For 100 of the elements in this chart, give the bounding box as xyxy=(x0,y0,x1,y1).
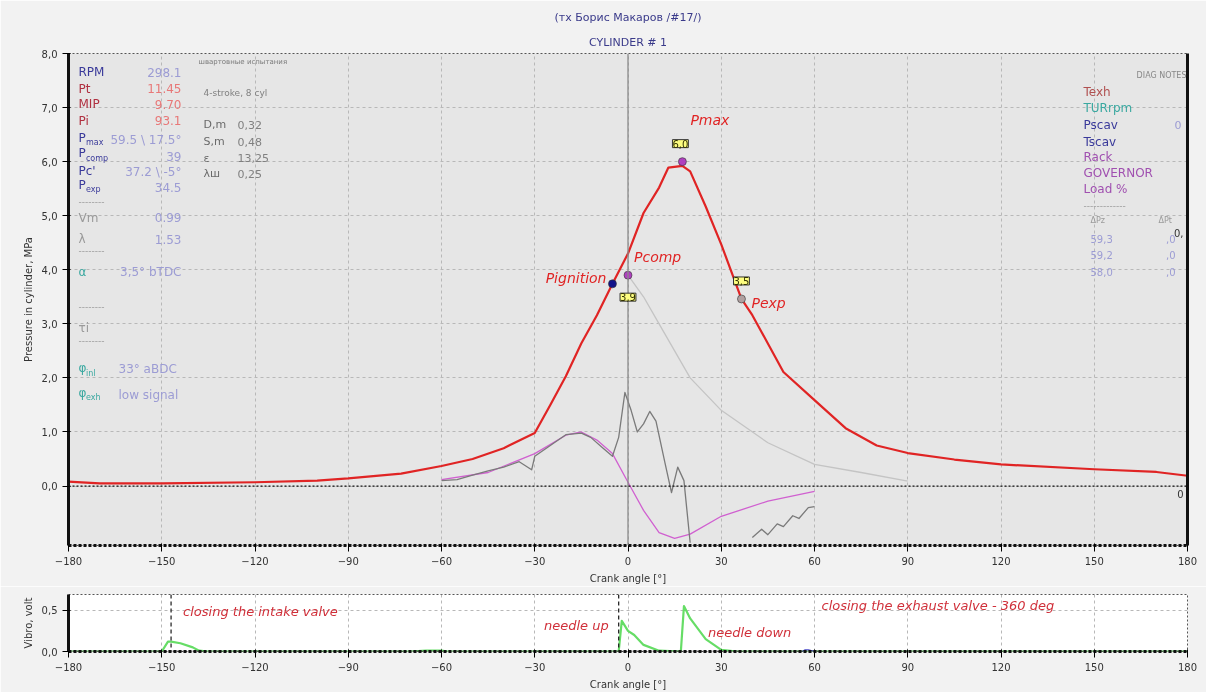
x-tick-label: −120 xyxy=(241,555,269,567)
annotation: 0,48 xyxy=(237,135,262,149)
annotation: 0,25 xyxy=(237,167,262,181)
annotation: 58,0 xyxy=(1090,266,1113,278)
x-tick-label: 180 xyxy=(1177,555,1198,567)
annotation: 1.53 xyxy=(154,232,182,247)
y-tick-label: 3,0 xyxy=(41,318,58,330)
annotation: Pc' xyxy=(78,163,96,178)
annotation: RPM xyxy=(78,65,105,80)
annotation: 59.5 \ 17.5° xyxy=(110,132,182,147)
x-tick-label: −60 xyxy=(430,661,453,673)
x-tick-label: −150 xyxy=(148,555,176,567)
point xyxy=(737,294,746,304)
x-tick-label: −90 xyxy=(337,555,359,567)
annotation: Pt xyxy=(78,81,91,96)
data-label: 3,9 xyxy=(620,292,636,304)
annotation: ΔPt xyxy=(1158,216,1172,226)
point xyxy=(678,157,687,166)
x-tick-label: 120 xyxy=(991,555,1011,567)
annotation: ,0 xyxy=(1165,266,1176,278)
annotation: 0 xyxy=(1174,118,1182,132)
data-label: 6,0 xyxy=(672,138,689,150)
annotation: Rack xyxy=(1083,150,1113,165)
annotation: ,0 xyxy=(1165,250,1176,261)
x-tick-label: 30 xyxy=(714,555,728,567)
annotation: Load % xyxy=(1083,182,1128,197)
y-tick-label: 0,0 xyxy=(41,646,58,658)
annotation: λ xyxy=(78,232,86,247)
annotation: ,0 xyxy=(1165,234,1176,246)
annotation: 37.2 \ -5° xyxy=(125,164,182,179)
x-tick-label: −90 xyxy=(337,661,359,673)
annotation: ε xyxy=(203,151,210,165)
annotation: 0,32 xyxy=(237,118,262,132)
x-axis-title: Crank angle [°] xyxy=(589,678,667,690)
annotation: ΔPz xyxy=(1090,216,1105,226)
annotation: 33° aBDC xyxy=(118,362,177,377)
annotation: ------------- xyxy=(1083,200,1126,211)
point xyxy=(608,279,617,289)
y-tick-label: 1,0 xyxy=(41,426,58,438)
y-tick-label: 5,0 xyxy=(41,210,58,222)
annotation: 13,25 xyxy=(237,152,269,166)
annotation: 39 xyxy=(166,149,182,164)
annotation: Texh xyxy=(1082,84,1111,99)
annotation: GOVERNOR xyxy=(1083,165,1153,180)
y-tick-label: 0,5 xyxy=(41,605,58,617)
x-tick-label: −180 xyxy=(54,555,83,567)
annotation: 59,2 xyxy=(1090,250,1113,261)
y-tick-label: 8,0 xyxy=(41,48,58,60)
annotation: Tscav xyxy=(1082,134,1117,149)
annotation: low signal xyxy=(118,387,179,402)
chart-subtitle: CYLINDER # 1 xyxy=(588,35,668,49)
x-tick-label: −30 xyxy=(524,555,546,567)
y-tick-label: 7,0 xyxy=(41,102,58,114)
annotation: Pexp xyxy=(751,294,786,311)
x-axis-title: Crank angle [°] xyxy=(589,572,667,584)
annotation: Pi xyxy=(78,113,89,128)
x-tick-label: −30 xyxy=(524,661,546,673)
annotation: Pscav xyxy=(1083,117,1118,132)
annotation: D,m xyxy=(203,118,227,132)
annotation: 4-stroke, 8 cyl xyxy=(203,87,268,98)
annotation: S,m xyxy=(203,135,225,149)
annotation: DIAG NOTES xyxy=(1136,70,1187,80)
annotation: -------- xyxy=(78,196,105,207)
annotation: needle down xyxy=(707,624,792,640)
x-tick-label: −120 xyxy=(241,661,269,673)
annotation: α xyxy=(78,264,87,279)
x-tick-label: 120 xyxy=(991,661,1011,673)
annotation: Pignition xyxy=(545,269,607,286)
annotation: Vm xyxy=(78,210,99,225)
x-tick-label: 150 xyxy=(1084,661,1104,673)
x-tick-label: −150 xyxy=(148,661,176,673)
annotation: MIP xyxy=(78,97,100,112)
y-axis-title: Pressure in cylinder, MPa xyxy=(22,237,34,362)
annotation: τi xyxy=(78,321,90,336)
annotation: 34.5 xyxy=(154,181,182,195)
annotation: λш xyxy=(203,167,221,181)
annotation: 0 xyxy=(1177,488,1184,500)
y-tick-label: 0,0 xyxy=(41,481,58,493)
annotation: 59,3 xyxy=(1090,234,1113,246)
annotation: needle up xyxy=(543,618,609,633)
annotation: 11.45 xyxy=(147,82,182,97)
x-tick-label: 180 xyxy=(1177,661,1198,673)
y-tick-label: 2,0 xyxy=(41,372,58,384)
annotation: 298.1 xyxy=(147,65,182,80)
y-axis-title: Vibro, volt xyxy=(22,597,34,649)
y-tick-label: 6,0 xyxy=(41,156,58,168)
x-tick-label: −60 xyxy=(430,555,453,567)
x-tick-label: −180 xyxy=(54,661,83,673)
line-series xyxy=(440,431,816,540)
annotation: 3,5° bTDC xyxy=(120,264,182,279)
annotation: Pmax xyxy=(690,111,731,128)
x-tick-label: 0 xyxy=(624,661,632,673)
chart-title: (тх Борис Макаров /#17/) xyxy=(554,10,702,24)
annotation: -------- xyxy=(78,302,105,313)
annotation: -------- xyxy=(78,245,105,256)
annotation: 0.99 xyxy=(154,211,182,226)
x-tick-label: 60 xyxy=(808,555,821,567)
x-tick-label: 90 xyxy=(901,661,915,673)
annotation: Pcomp xyxy=(634,249,682,266)
annotation: TURrpm xyxy=(1082,101,1133,116)
